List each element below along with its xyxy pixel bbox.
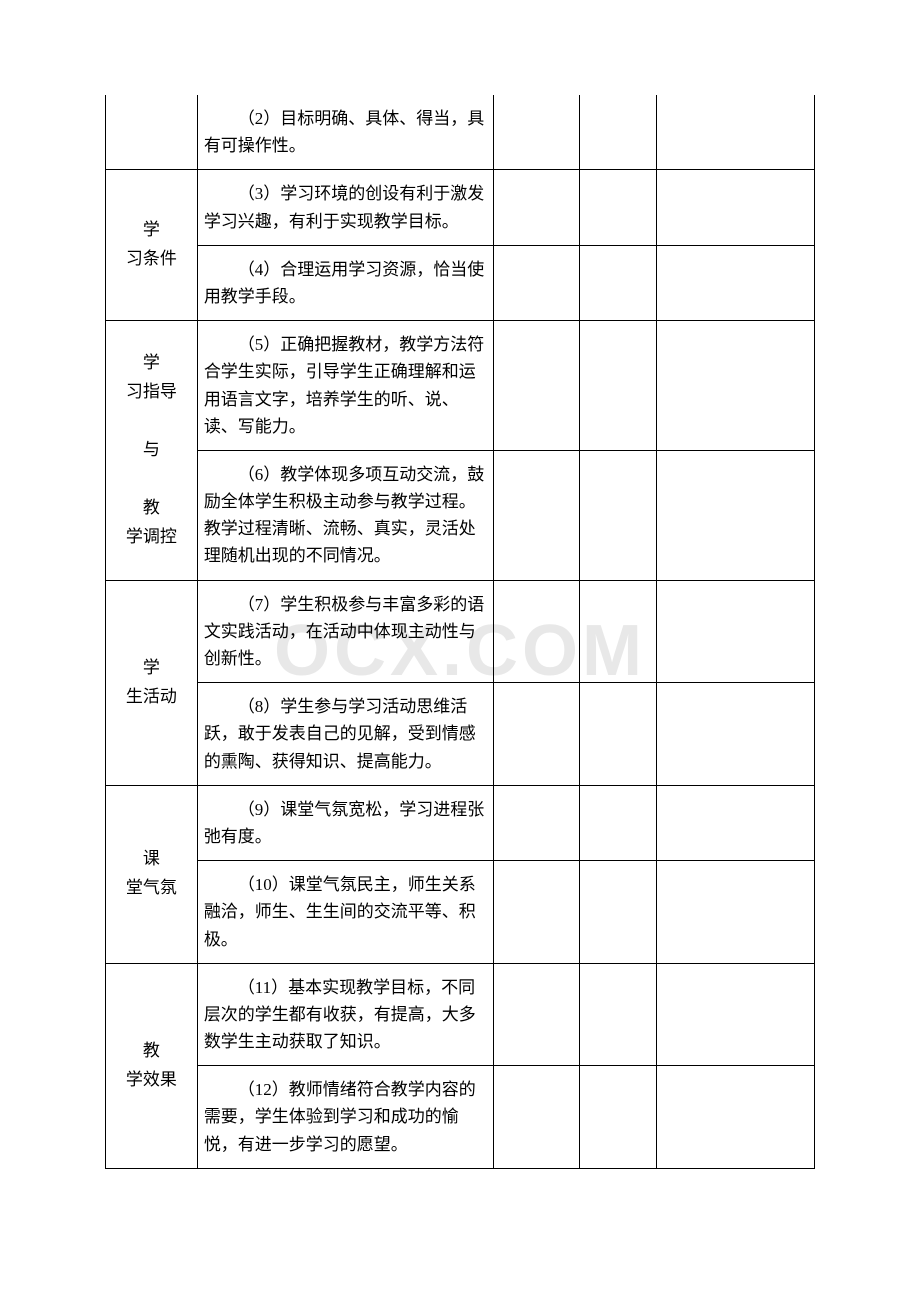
score-cell [656, 785, 814, 860]
score-cell [493, 580, 580, 683]
score-cell [580, 450, 657, 580]
score-cell [493, 785, 580, 860]
score-cell [656, 963, 814, 1066]
score-cell [580, 1066, 657, 1169]
table-row: 课堂气氛 （9）课堂气氛宽松，学习进程张弛有度。 [106, 785, 815, 860]
score-cell [580, 245, 657, 320]
score-cell [656, 683, 814, 786]
score-cell [656, 450, 814, 580]
score-cell [493, 245, 580, 320]
table-row: 学习指导与教学调控 （5）正确把握教材，教学方法符合学生实际，引导学生正确理解和… [106, 321, 815, 451]
score-cell [656, 95, 814, 170]
score-cell [580, 785, 657, 860]
score-cell [580, 683, 657, 786]
criteria-cell: （6）教学体现多项互动交流，鼓励全体学生积极主动参与教学过程。教学过程清晰、流畅… [197, 450, 493, 580]
criteria-cell: （8）学生参与学习活动思维活跃，敢于发表自己的见解，受到情感的熏陶、获得知识、提… [197, 683, 493, 786]
score-cell [580, 861, 657, 964]
score-cell [656, 1066, 814, 1169]
table-row: （8）学生参与学习活动思维活跃，敢于发表自己的见解，受到情感的熏陶、获得知识、提… [106, 683, 815, 786]
criteria-cell: （11）基本实现教学目标，不同层次的学生都有收获，有提高，大多数学生主动获取了知… [197, 963, 493, 1066]
score-cell [493, 450, 580, 580]
score-cell [656, 170, 814, 245]
table-row: （4）合理运用学习资源，恰当使用教学手段。 [106, 245, 815, 320]
criteria-cell: （5）正确把握教材，教学方法符合学生实际，引导学生正确理解和运用语言文字，培养学… [197, 321, 493, 451]
table-row: （2）目标明确、具体、得当，具有可操作性。 [106, 95, 815, 170]
table-row: （12）教师情绪符合教学内容的需要，学生体验到学习和成功的愉悦，有进一步学习的愿… [106, 1066, 815, 1169]
score-cell [493, 170, 580, 245]
criteria-cell: （7）学生积极参与丰富多彩的语文实践活动，在活动中体现主动性与创新性。 [197, 580, 493, 683]
table-row: （10）课堂气氛民主，师生关系融洽，师生、生生间的交流平等、积极。 [106, 861, 815, 964]
score-cell [493, 321, 580, 451]
criteria-cell: （3）学习环境的创设有利于激发学习兴趣，有利于实现教学目标。 [197, 170, 493, 245]
score-cell [580, 170, 657, 245]
category-cell-learning-conditions: 学习条件 [106, 170, 198, 321]
evaluation-table: （2）目标明确、具体、得当，具有可操作性。 学习条件 （3）学习环境的创设有利于… [105, 95, 815, 1169]
score-cell [493, 861, 580, 964]
score-cell [580, 95, 657, 170]
table-row: （6）教学体现多项互动交流，鼓励全体学生积极主动参与教学过程。教学过程清晰、流畅… [106, 450, 815, 580]
criteria-cell: （10）课堂气氛民主，师生关系融洽，师生、生生间的交流平等、积极。 [197, 861, 493, 964]
category-cell-empty [106, 95, 198, 170]
score-cell [493, 95, 580, 170]
score-cell [580, 963, 657, 1066]
table-row: 教学效果 （11）基本实现教学目标，不同层次的学生都有收获，有提高，大多数学生主… [106, 963, 815, 1066]
criteria-cell: （2）目标明确、具体、得当，具有可操作性。 [197, 95, 493, 170]
table-row: 学生活动 （7）学生积极参与丰富多彩的语文实践活动，在活动中体现主动性与创新性。 [106, 580, 815, 683]
criteria-cell: （9）课堂气氛宽松，学习进程张弛有度。 [197, 785, 493, 860]
score-cell [493, 683, 580, 786]
category-cell-teaching-effect: 教学效果 [106, 963, 198, 1168]
score-cell [493, 963, 580, 1066]
score-cell [656, 580, 814, 683]
table-row: 学习条件 （3）学习环境的创设有利于激发学习兴趣，有利于实现教学目标。 [106, 170, 815, 245]
category-cell-learning-guidance: 学习指导与教学调控 [106, 321, 198, 581]
score-cell [656, 321, 814, 451]
score-cell [493, 1066, 580, 1169]
score-cell [580, 580, 657, 683]
score-cell [580, 321, 657, 451]
score-cell [656, 861, 814, 964]
category-cell-classroom-atmosphere: 课堂气氛 [106, 785, 198, 963]
category-cell-student-activity: 学生活动 [106, 580, 198, 785]
score-cell [656, 245, 814, 320]
criteria-cell: （4）合理运用学习资源，恰当使用教学手段。 [197, 245, 493, 320]
criteria-cell: （12）教师情绪符合教学内容的需要，学生体验到学习和成功的愉悦，有进一步学习的愿… [197, 1066, 493, 1169]
